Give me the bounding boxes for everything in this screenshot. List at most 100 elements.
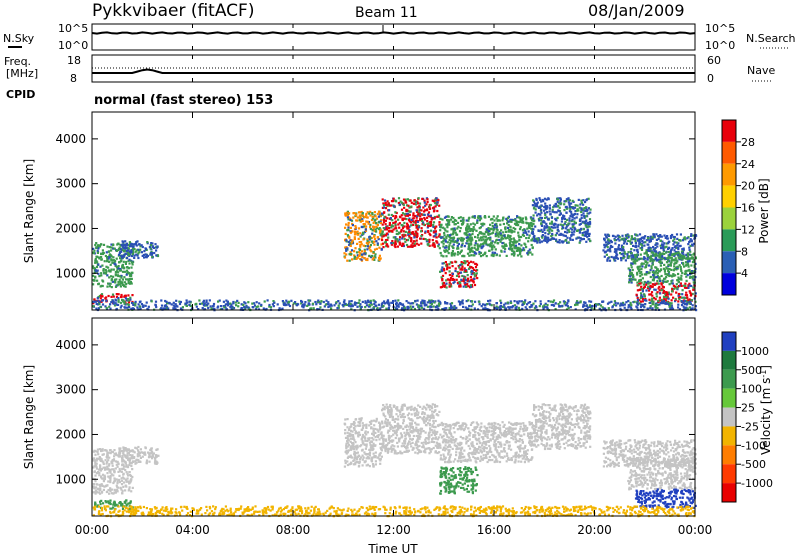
heatmap-cell [120, 479, 124, 482]
heatmap-cell [680, 278, 683, 281]
heatmap-cell [375, 217, 379, 220]
heatmap-cell [124, 249, 127, 252]
heatmap-cell [345, 249, 348, 252]
heatmap-cell [620, 259, 623, 262]
heatmap-cell [544, 302, 547, 305]
heatmap-cell [367, 437, 370, 440]
heatmap-cell [482, 235, 485, 238]
heatmap-cell [448, 307, 451, 310]
heatmap-cell [459, 227, 462, 230]
heatmap-cell [432, 206, 435, 209]
heatmap-cell [131, 261, 134, 264]
heatmap-cell [444, 240, 448, 243]
heatmap-cell [108, 276, 111, 279]
heatmap-cell [576, 213, 579, 216]
heatmap-cell [456, 239, 459, 242]
heatmap-cell [649, 281, 652, 284]
heatmap-cell [514, 306, 517, 310]
heatmap-cell [131, 263, 134, 266]
heatmap-cell [366, 211, 369, 214]
heatmap-cell [104, 254, 107, 258]
heatmap-cell [682, 256, 685, 260]
heatmap-cell [556, 200, 559, 203]
heatmap-cell [423, 216, 426, 220]
heatmap-cell [385, 228, 389, 231]
heatmap-cell [584, 234, 587, 237]
heatmap-cell [127, 247, 130, 250]
heatmap-cell [119, 452, 122, 455]
heatmap-cell [431, 244, 434, 247]
heatmap-cell [354, 303, 357, 306]
heatmap-cell [112, 459, 115, 462]
heatmap-cell [438, 221, 441, 224]
heatmap-cell [641, 239, 644, 242]
heatmap-cell [117, 298, 120, 301]
heatmap-cell [135, 458, 138, 461]
heatmap-cell [569, 215, 572, 218]
heatmap-cell [473, 283, 477, 287]
heatmap-cell [605, 253, 608, 256]
heatmap-cell [688, 248, 691, 251]
heatmap-cell [692, 286, 695, 289]
heatmap-cell [676, 244, 679, 247]
heatmap-cell [96, 249, 99, 252]
heatmap-cell [361, 253, 364, 256]
heatmap-cell [255, 301, 258, 304]
heatmap-cell [629, 306, 633, 309]
heatmap-cell [126, 256, 129, 260]
heatmap-cell [565, 199, 568, 203]
heatmap-cell [430, 218, 433, 221]
heatmap-cell [116, 480, 119, 483]
heatmap-cell [394, 223, 397, 226]
heatmap-cell [556, 241, 559, 244]
heatmap-cell [414, 232, 417, 235]
heatmap-cell [545, 222, 548, 225]
heatmap-cell [645, 251, 648, 254]
heatmap-cell [583, 301, 586, 304]
heatmap-cell [101, 453, 104, 456]
heatmap-cell [516, 215, 519, 218]
heatmap-cell [468, 244, 471, 247]
heatmap-cell [345, 247, 348, 250]
heatmap-cell [469, 239, 472, 242]
colorbar-swatch [722, 273, 736, 295]
heatmap-cell [567, 222, 570, 225]
heatmap-cell [503, 243, 507, 246]
heatmap-cell [423, 213, 426, 216]
heatmap-cell [145, 256, 148, 259]
heatmap-cell [486, 303, 489, 306]
heatmap-cell [659, 234, 662, 237]
heatmap-cell [272, 305, 275, 308]
heatmap-cell [411, 245, 414, 248]
heatmap-cell [580, 238, 584, 241]
heatmap-cell [455, 233, 458, 236]
heatmap-cell [667, 263, 670, 266]
heatmap-cell [676, 279, 679, 282]
heatmap-cell [532, 232, 535, 235]
heatmap-cell [348, 236, 351, 239]
heatmap-cell [490, 248, 493, 251]
colorbar-tick-label: 12 [741, 223, 755, 236]
heatmap-cell [130, 301, 134, 305]
heatmap-cell [630, 238, 633, 241]
heatmap-cell [104, 268, 107, 271]
heatmap-cell [125, 478, 128, 481]
heatmap-cell [506, 301, 509, 304]
heatmap-cell [473, 215, 476, 218]
heatmap-cell [437, 215, 440, 218]
heatmap-cell [448, 263, 451, 266]
freq-trace [92, 68, 695, 74]
heatmap-cell [506, 226, 510, 229]
heatmap-cell [94, 259, 97, 262]
heatmap-cell [454, 260, 457, 263]
heatmap-cell [501, 242, 504, 245]
heatmap-cell [655, 295, 658, 298]
heatmap-cell [499, 307, 502, 310]
heatmap-cell [652, 252, 655, 255]
noise-right-tick-top: 10^5 [705, 22, 735, 35]
heatmap-cell [94, 450, 97, 453]
heatmap-cell [262, 307, 265, 310]
heatmap-cell [426, 301, 429, 304]
heatmap-cell [358, 422, 361, 425]
heatmap-cell [223, 306, 226, 309]
